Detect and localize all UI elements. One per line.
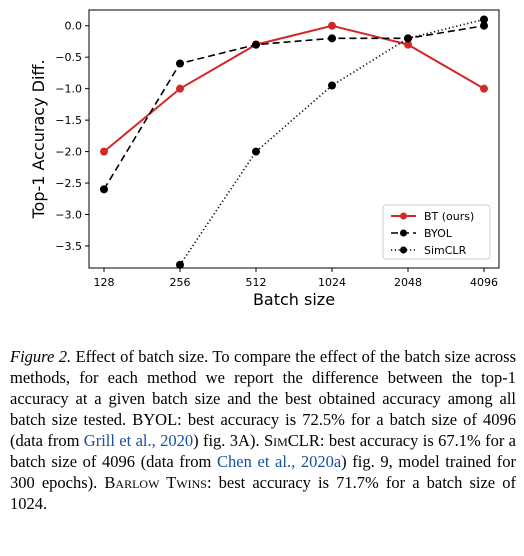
y-axis-label: Top-1 Accuracy Diff. (29, 59, 48, 219)
x-tick-label: 1024 (318, 276, 346, 289)
x-axis-label: Batch size (253, 290, 335, 309)
caption-text: ) fig. 3A). (193, 431, 264, 450)
legend-box (382, 204, 491, 260)
x-tick-label: 128 (94, 276, 115, 289)
data-point (480, 15, 488, 24)
data-point (176, 84, 184, 93)
citation-link[interactable]: Chen et al., 2020a (217, 452, 342, 471)
batch-size-chart: 0.0 −0.5 −1.0 −1.5 −2.0 −2.5 −3.0 −3.5 128 256 51… (29, 9, 500, 309)
caption-barlow-twins: Barlow Twins (104, 473, 207, 492)
caption-text: ) fig. 9, model trained for 300 epochs). (10, 452, 516, 492)
series-line-byol (103, 24, 485, 190)
data-point (328, 81, 336, 90)
x-tick-label: 256 (170, 276, 191, 289)
caption-text: : best accuracy is 72.5% for a batch siz… (10, 410, 517, 450)
legend: BT (ours) BYOL SimCLR (382, 204, 491, 260)
legend-label: BYOL (424, 227, 453, 240)
y-tick-label: −2.0 (55, 146, 82, 159)
legend-marker (400, 212, 407, 220)
y-tick-label: 0.0 (65, 20, 83, 33)
data-point (328, 21, 336, 30)
caption-text: : best accuracy is 71.7% for a batch siz… (10, 473, 516, 513)
caption-label: Figure 2. (10, 347, 72, 366)
legend-marker (400, 229, 407, 237)
x-tick-label: 4096 (470, 276, 498, 289)
series-line-bt-ours (103, 24, 485, 153)
y-tick-label: −3.5 (55, 240, 82, 253)
data-point (100, 147, 108, 156)
data-point (100, 185, 108, 194)
legend-label: SimCLR (424, 244, 467, 257)
caption-text: : best accuracy is 67.1% for a batch siz… (10, 431, 517, 471)
data-point (252, 147, 260, 156)
data-point (176, 59, 184, 68)
caption-byol: BYOL (132, 410, 178, 429)
x-tick-label: 2048 (394, 276, 422, 289)
data-point (480, 21, 488, 30)
y-tick-label: −0.5 (55, 51, 82, 64)
y-tick-label: −3.0 (55, 209, 82, 222)
data-point (252, 40, 260, 49)
data-point (176, 260, 184, 269)
data-point (480, 84, 488, 93)
data-point (404, 40, 412, 49)
legend-label: BT (ours) (424, 210, 474, 223)
plot-frame (88, 9, 500, 269)
y-tick-label: −1.5 (55, 114, 82, 127)
caption-simclr: SimCLR (263, 431, 320, 450)
y-tick-label: −2.5 (55, 177, 82, 190)
figure-caption: Figure 2. Effect of batch size. To compa… (10, 346, 516, 514)
data-point (404, 34, 412, 43)
data-point (328, 34, 336, 43)
y-tick-label: −1.0 (55, 83, 82, 96)
caption-text: Effect of batch size. To compare the eff… (10, 347, 517, 429)
citation-link[interactable]: Grill et al., 2020 (83, 431, 194, 450)
x-tick-label: 512 (246, 276, 267, 289)
legend-marker (400, 246, 407, 254)
